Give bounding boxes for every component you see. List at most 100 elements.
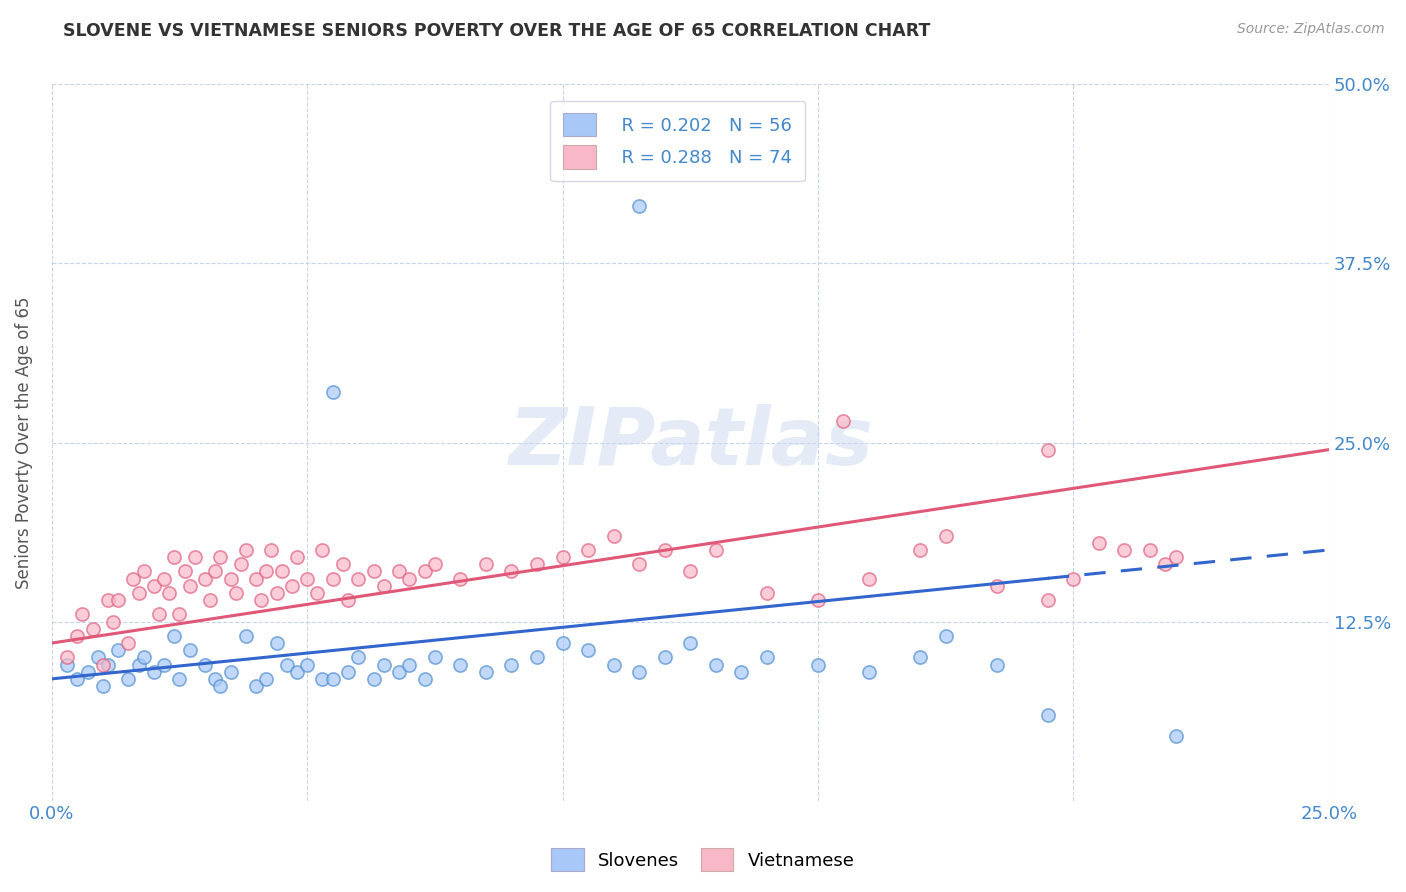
Point [908, 543, 931, 558]
Point [235, 543, 257, 558]
Point [163, 550, 186, 565]
Point [66, 672, 89, 686]
Point [1164, 550, 1187, 565]
Point [858, 572, 880, 586]
Point [337, 593, 360, 607]
Point [122, 572, 145, 586]
Point [986, 657, 1008, 672]
Point [1088, 536, 1111, 550]
Point [413, 565, 436, 579]
Point [807, 657, 830, 672]
Point [755, 650, 778, 665]
Point [169, 672, 191, 686]
Point [475, 558, 498, 572]
Point [332, 558, 354, 572]
Point [250, 593, 273, 607]
Point [260, 543, 283, 558]
Point [219, 665, 242, 679]
Point [551, 636, 574, 650]
Point [204, 672, 226, 686]
Point [388, 665, 411, 679]
Point [254, 565, 277, 579]
Point [194, 657, 217, 672]
Point [245, 572, 267, 586]
Point [97, 593, 120, 607]
Text: SLOVENE VS VIETNAMESE SENIORS POVERTY OVER THE AGE OF 65 CORRELATION CHART: SLOVENE VS VIETNAMESE SENIORS POVERTY OV… [63, 22, 931, 40]
Point [276, 657, 298, 672]
Point [654, 650, 676, 665]
Point [225, 586, 247, 600]
Point [285, 550, 308, 565]
Point [281, 579, 304, 593]
Point [654, 543, 676, 558]
Point [179, 579, 201, 593]
Point [449, 657, 471, 672]
Point [76, 665, 98, 679]
Point [679, 565, 702, 579]
Point [1139, 543, 1161, 558]
Point [91, 657, 114, 672]
Point [311, 672, 333, 686]
Y-axis label: Seniors Poverty Over the Age of 65: Seniors Poverty Over the Age of 65 [15, 296, 32, 589]
Point [628, 558, 651, 572]
Point [245, 679, 267, 693]
Point [322, 672, 344, 686]
Point [1114, 543, 1136, 558]
Point [363, 672, 385, 686]
Point [679, 636, 702, 650]
Point [322, 572, 344, 586]
Point [1036, 707, 1059, 722]
Point [501, 657, 523, 672]
Point [398, 572, 420, 586]
Point [295, 572, 318, 586]
Point [388, 565, 411, 579]
Point [101, 615, 124, 629]
Point [142, 579, 165, 593]
Point [602, 528, 624, 542]
Point [179, 643, 201, 657]
Point [66, 629, 89, 643]
Point [628, 199, 651, 213]
Point [526, 650, 548, 665]
Text: Source: ZipAtlas.com: Source: ZipAtlas.com [1237, 22, 1385, 37]
Point [986, 579, 1008, 593]
Point [576, 643, 599, 657]
Point [117, 672, 139, 686]
Legend: Slovenes, Vietnamese: Slovenes, Vietnamese [544, 841, 862, 879]
Point [229, 558, 252, 572]
Point [82, 622, 104, 636]
Point [72, 607, 94, 622]
Point [153, 572, 176, 586]
Point [107, 643, 129, 657]
Point [413, 672, 436, 686]
Point [501, 565, 523, 579]
Point [373, 657, 395, 672]
Point [163, 629, 186, 643]
Point [169, 607, 191, 622]
Point [198, 593, 221, 607]
Point [628, 665, 651, 679]
Point [194, 572, 217, 586]
Point [704, 657, 727, 672]
Point [117, 636, 139, 650]
Point [908, 650, 931, 665]
Point [270, 565, 292, 579]
Point [295, 657, 318, 672]
Point [704, 543, 727, 558]
Point [266, 636, 288, 650]
Point [730, 665, 752, 679]
Point [132, 565, 155, 579]
Point [184, 550, 207, 565]
Point [755, 586, 778, 600]
Point [337, 665, 360, 679]
Point [1154, 558, 1177, 572]
Point [235, 629, 257, 643]
Point [128, 657, 150, 672]
Point [307, 586, 329, 600]
Point [87, 650, 110, 665]
Point [935, 629, 957, 643]
Point [97, 657, 120, 672]
Point [322, 385, 344, 400]
Point [935, 528, 957, 542]
Point [1062, 572, 1084, 586]
